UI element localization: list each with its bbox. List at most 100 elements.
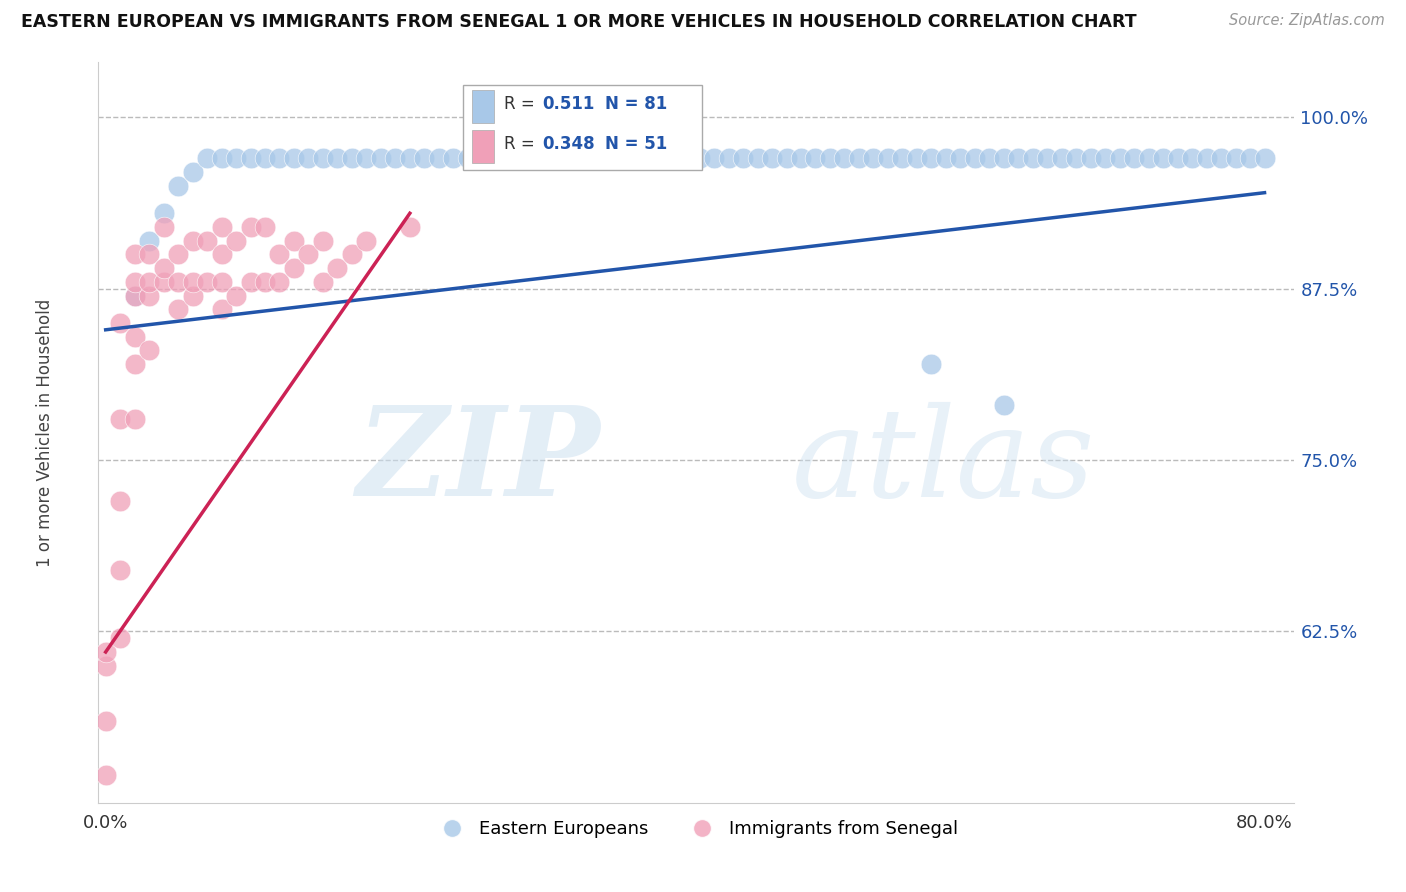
Point [138,288,160,302]
Point [340,247,363,261]
Point [703,152,725,166]
Point [340,152,363,166]
Point [979,152,1001,166]
Point [167,178,190,193]
Point [1181,152,1204,166]
Point [544,152,567,166]
Point [356,234,378,248]
Point [225,288,247,302]
Point [761,152,783,166]
Text: Source: ZipAtlas.com: Source: ZipAtlas.com [1229,13,1385,29]
Point [138,247,160,261]
Point [834,152,856,166]
Point [326,152,349,166]
Point [124,275,146,289]
Point [818,152,841,166]
Point [1195,152,1218,166]
Point [283,234,305,248]
Point [181,275,204,289]
Point [731,152,754,166]
Point [1137,152,1160,166]
Text: 0.0%: 0.0% [83,814,128,832]
Point [283,261,305,276]
Point [253,219,276,234]
Point [124,288,146,302]
Point [239,275,262,289]
Point [1225,152,1247,166]
Point [253,275,276,289]
Point [399,219,422,234]
Point [485,152,508,166]
Point [312,234,335,248]
Point [225,234,247,248]
Point [94,645,117,659]
Point [399,152,422,166]
Point [283,152,305,166]
Text: 0.348: 0.348 [541,136,595,153]
Point [297,247,319,261]
Point [413,152,436,166]
Point [138,343,160,358]
Point [211,302,233,317]
Point [529,152,551,166]
Point [1253,152,1275,166]
Point [1094,152,1116,166]
Point [108,494,131,508]
Point [239,152,262,166]
Point [195,234,218,248]
Point [108,632,131,646]
Point [1080,152,1102,166]
Point [441,152,464,166]
Point [501,152,523,166]
Point [1007,152,1029,166]
Point [630,152,652,166]
Point [211,152,233,166]
Point [108,316,131,330]
Point [94,714,117,728]
Point [1152,152,1174,166]
Point [138,234,160,248]
Point [1239,152,1261,166]
Point [1123,152,1146,166]
Point [211,247,233,261]
Point [905,152,928,166]
Point [471,152,494,166]
Text: EASTERN EUROPEAN VS IMMIGRANTS FROM SENEGAL 1 OR MORE VEHICLES IN HOUSEHOLD CORR: EASTERN EUROPEAN VS IMMIGRANTS FROM SENE… [21,13,1136,31]
Point [384,152,406,166]
Text: 0.511: 0.511 [541,95,595,113]
Point [717,152,740,166]
Point [862,152,884,166]
Point [1167,152,1189,166]
Point [108,412,131,426]
Text: N = 81: N = 81 [605,95,668,113]
Point [312,275,335,289]
Point [848,152,870,166]
FancyBboxPatch shape [472,90,494,123]
Point [124,247,146,261]
Text: atlas: atlas [792,401,1095,523]
Text: N = 51: N = 51 [605,136,668,153]
Point [1050,152,1073,166]
Point [124,357,146,371]
Point [949,152,972,166]
Point [269,247,291,261]
Text: ZIP: ZIP [357,401,600,523]
Point [152,275,174,289]
Point [891,152,914,166]
Point [181,165,204,179]
Point [1064,152,1087,166]
Point [659,152,682,166]
Point [225,152,247,166]
Point [1036,152,1059,166]
Point [152,219,174,234]
Point [239,219,262,234]
Point [804,152,827,166]
Text: 1 or more Vehicles in Household: 1 or more Vehicles in Household [35,299,53,566]
Point [1022,152,1045,166]
Text: 80.0%: 80.0% [1236,814,1294,832]
Point [920,152,942,166]
Point [775,152,797,166]
Point [152,261,174,276]
Point [181,288,204,302]
Point [124,329,146,343]
